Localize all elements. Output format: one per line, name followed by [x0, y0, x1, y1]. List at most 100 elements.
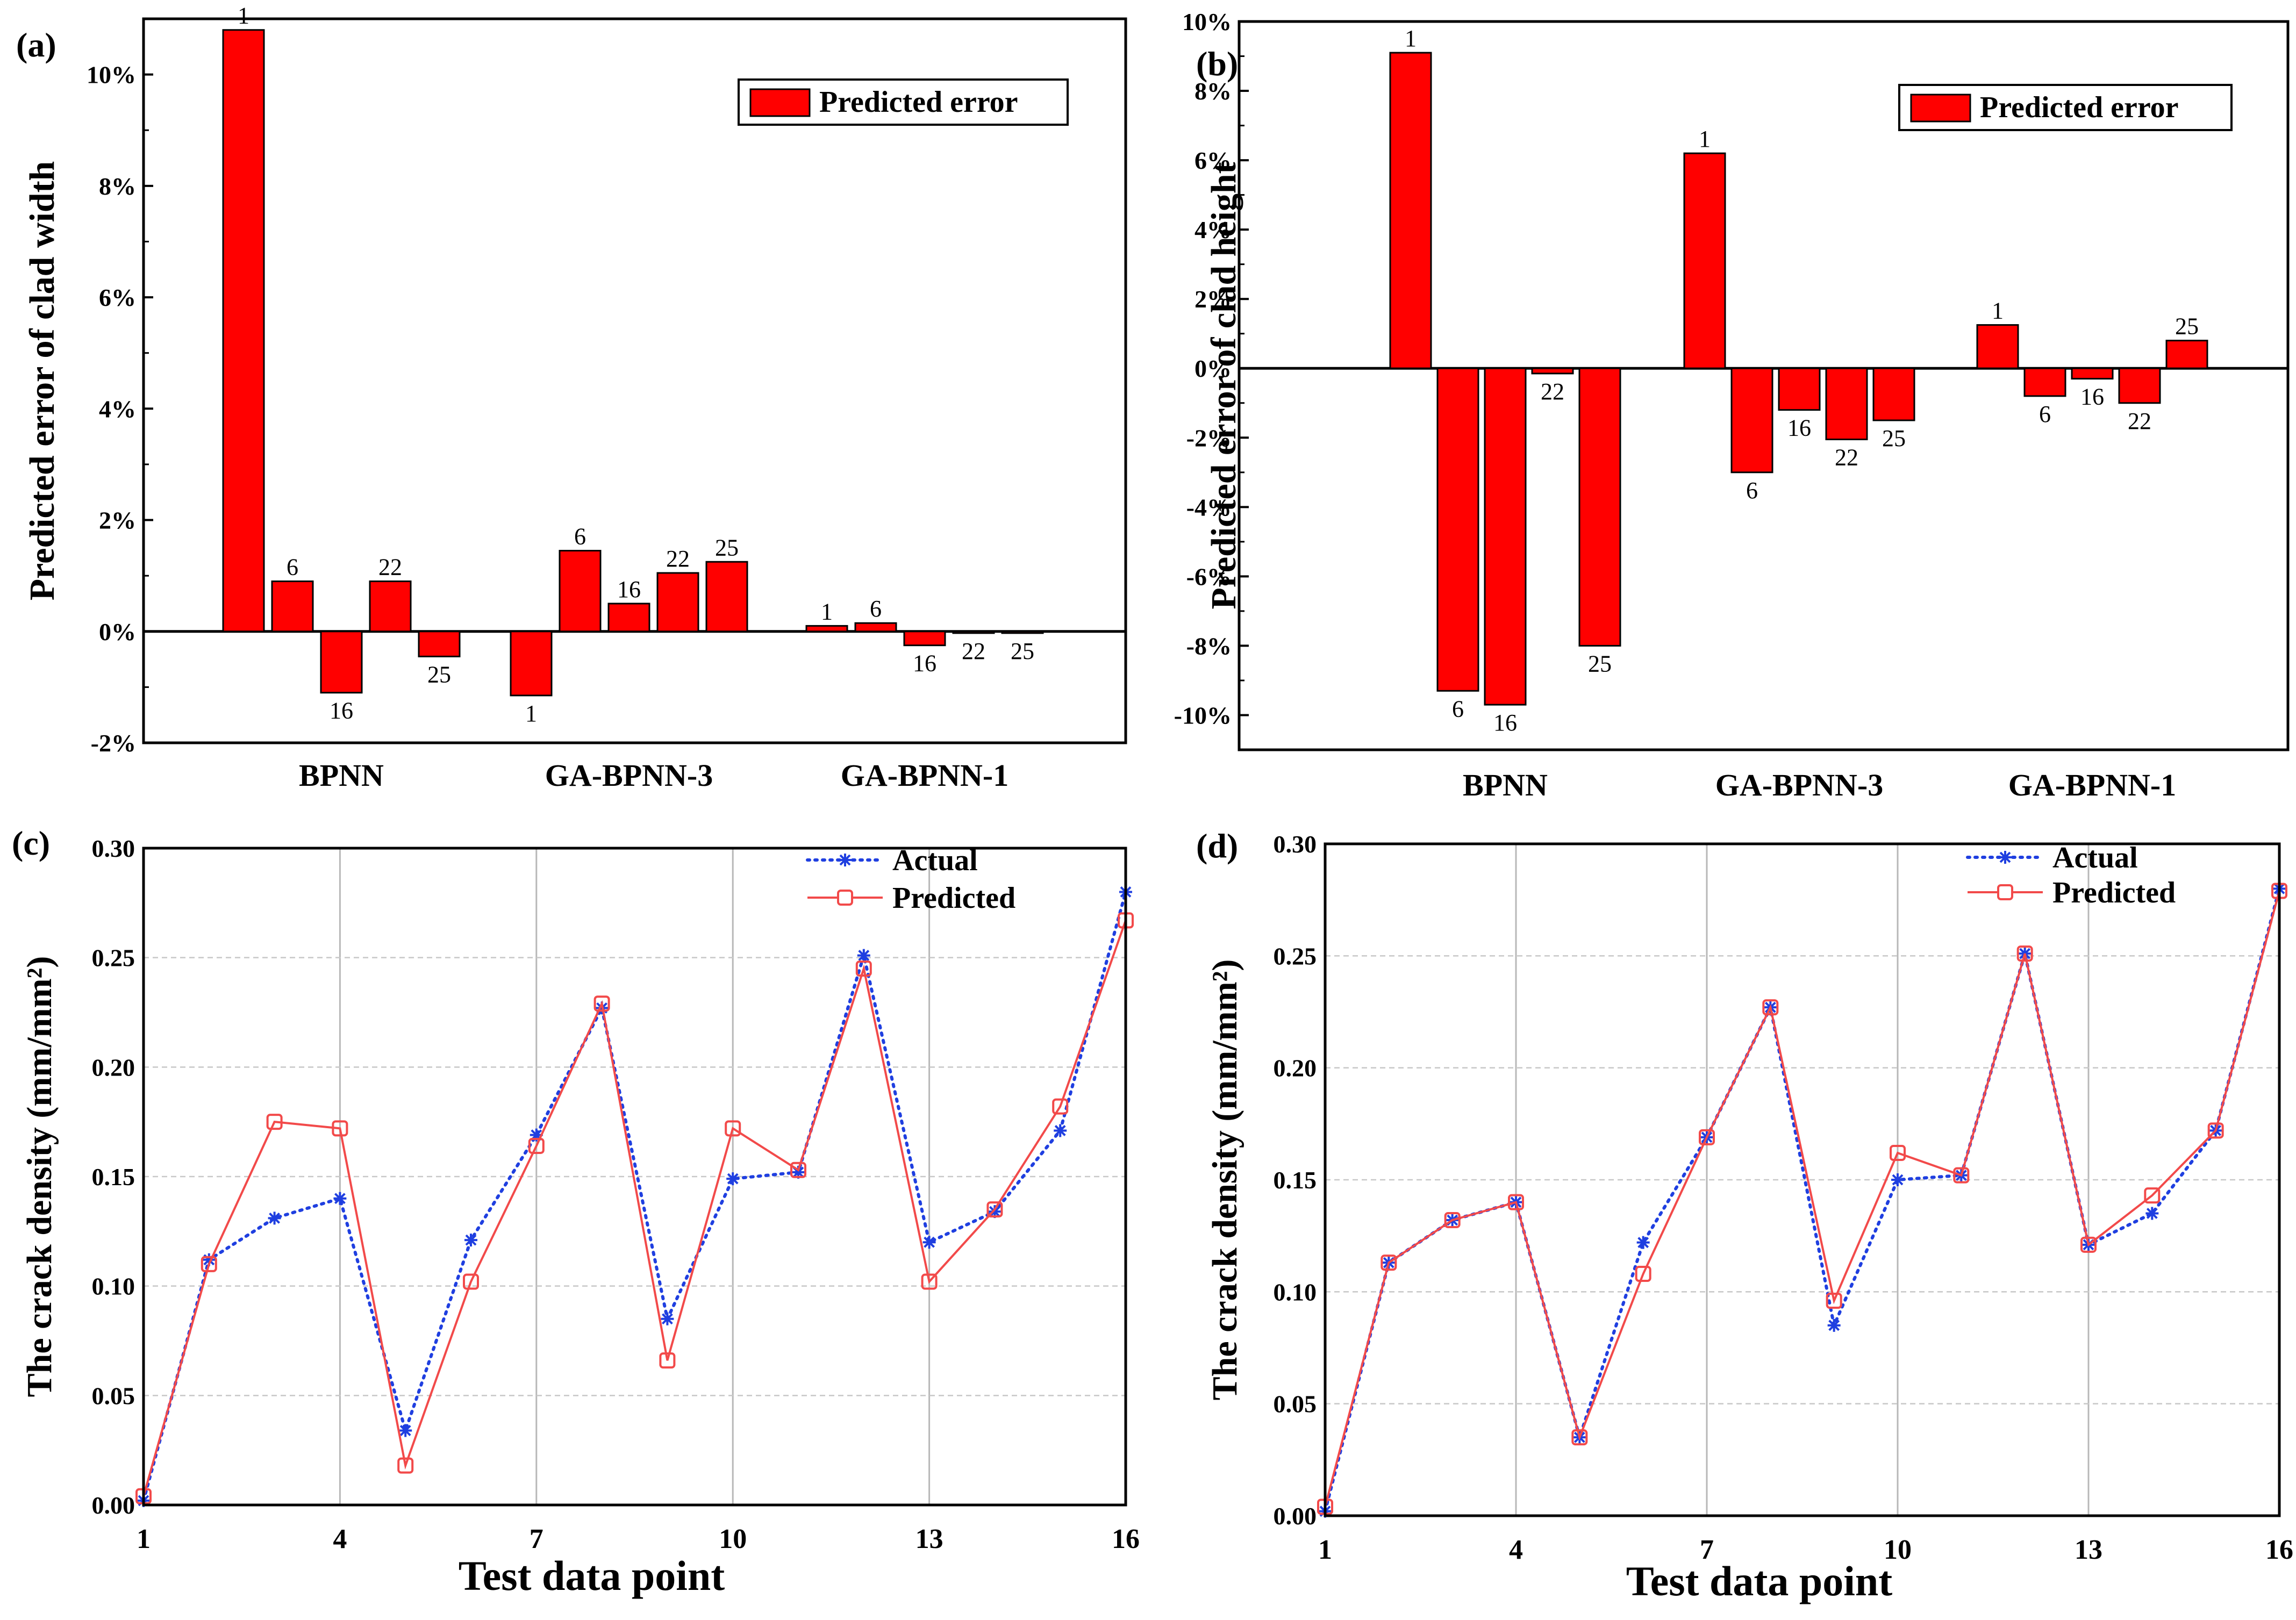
data-point-actual: [202, 1253, 216, 1266]
data-point-predicted: [528, 1137, 545, 1154]
bar-data-label: 22: [1835, 445, 1858, 471]
x-tick-label: 7: [1700, 1535, 1714, 1565]
panel-label: (a): [16, 26, 56, 64]
y-tick-label: 0.30: [1274, 830, 1317, 858]
data-point-actual: [2145, 1207, 2159, 1220]
x-tick-label: 4: [1509, 1535, 1523, 1565]
bar: [2071, 367, 2114, 380]
y-tick-label: 10%: [87, 61, 136, 89]
bar-data-label: 1: [821, 598, 833, 625]
bar-data-label: 22: [666, 546, 690, 572]
data-point-predicted: [2080, 1236, 2097, 1253]
data-point-predicted: [659, 1352, 676, 1369]
x-tick-label: 13: [2075, 1535, 2102, 1565]
legend-marker: [1997, 884, 2013, 900]
legend-label: Predicted: [892, 881, 1015, 915]
data-point-predicted: [1571, 1429, 1588, 1446]
bar: [1436, 367, 1479, 692]
x-tick-label: 1: [137, 1524, 151, 1554]
data-point-predicted: [332, 1120, 348, 1137]
bar: [1730, 367, 1773, 474]
data-point-predicted: [201, 1256, 217, 1272]
plot-frame: [142, 17, 1127, 744]
plot-frame: [1238, 20, 2290, 751]
y-tick-label: 6%: [99, 284, 136, 311]
y-tick-label: 0.25: [92, 944, 135, 972]
legend-label: Actual: [2052, 841, 2138, 874]
legend-label: Actual: [892, 844, 978, 877]
legend-label: Predicted error: [819, 85, 1018, 119]
legend-marker: [839, 854, 852, 866]
legend-swatch: [1910, 94, 1971, 123]
bar: [1976, 324, 2019, 369]
bar-data-label: 25: [715, 534, 739, 561]
bar: [952, 630, 995, 634]
data-point-predicted: [266, 1114, 283, 1130]
legend-marker: [1999, 851, 2012, 864]
data-point-predicted: [855, 960, 872, 977]
bar: [2023, 367, 2066, 397]
bar-data-label: 6: [2039, 401, 2051, 427]
y-tick-label: 10%: [1182, 8, 1232, 35]
legend-swatch: [749, 88, 811, 117]
plot-frame: [1324, 842, 2281, 1517]
bar: [1683, 152, 1726, 369]
y-tick-label: 0.10: [1274, 1278, 1317, 1306]
series-line-actual: [142, 890, 1127, 1502]
data-point-predicted: [725, 1120, 741, 1137]
category-label: GA-BPNN-1: [2008, 768, 2177, 802]
bar: [1578, 367, 1621, 647]
x-tick-label: 10: [1884, 1535, 1912, 1565]
bar-data-label: 16: [1493, 709, 1517, 736]
y-tick-label: 0.20: [1274, 1055, 1317, 1082]
category-label: GA-BPNN-1: [841, 758, 1009, 793]
y-tick-label: 2%: [1195, 285, 1232, 313]
data-point-actual: [530, 1128, 543, 1142]
data-point-predicted: [921, 1273, 938, 1290]
data-point-predicted: [1444, 1212, 1461, 1228]
legend-marker: [837, 890, 853, 906]
data-point-actual: [464, 1234, 477, 1247]
x-tick-label: 16: [1112, 1524, 1140, 1554]
bar-data-label: 6: [1452, 696, 1464, 722]
category-label: BPNN: [299, 758, 384, 793]
data-point-predicted: [1508, 1194, 1524, 1210]
bar-data-label: 1: [1699, 126, 1711, 152]
bar: [805, 625, 848, 633]
series-line-predicted: [1324, 890, 2280, 1507]
bar-data-label: 1: [525, 700, 537, 727]
plot-frame: [142, 847, 1127, 1507]
y-tick-label: 0.00: [1274, 1502, 1317, 1530]
y-tick-label: 0.15: [92, 1163, 135, 1191]
data-point-actual: [268, 1212, 281, 1225]
bar-data-label: 25: [427, 661, 451, 687]
panel-label: (d): [1196, 827, 1238, 865]
data-point-predicted: [1381, 1255, 1397, 1271]
bar-data-label: 25: [1588, 650, 1612, 677]
data-point-predicted: [463, 1273, 479, 1290]
bar-data-label: 22: [2128, 408, 2151, 434]
data-point-actual: [661, 1312, 674, 1325]
y-tick-label: 6%: [1195, 147, 1232, 174]
bar: [2118, 367, 2161, 404]
bar: [1872, 367, 1915, 421]
bar: [1778, 367, 1821, 411]
y-axis-title: Predicted error of clad height: [1204, 162, 1243, 609]
y-tick-label: 8%: [99, 173, 136, 200]
y-tick-label: 0%: [99, 618, 136, 646]
legend-label: Predicted: [2052, 876, 2176, 909]
bar: [903, 630, 946, 647]
y-tick-label: 4%: [1195, 216, 1232, 243]
y-tick-label: -2%: [91, 729, 136, 757]
x-tick-label: 7: [530, 1524, 543, 1554]
bar: [2165, 340, 2208, 369]
y-tick-label: -10%: [1174, 701, 1232, 729]
panel-c-line-chart: (c) 0.00 0.05 0.10 0.15 0.20 0.25 0.30 1 4 7 10 13 16…: [12, 824, 1140, 1599]
data-point-predicted: [1699, 1129, 1715, 1145]
bar-data-label: 1: [1992, 298, 2004, 324]
panel-d-line-chart: (d) 0.00 0.05 0.10 0.15 0.20 0.25 0.30 1 4 7 10 13 16…: [1196, 827, 2293, 1604]
bar-data-label: 6: [287, 554, 298, 580]
bar-data-label: 22: [962, 638, 985, 664]
y-tick-label: -4%: [1186, 493, 1232, 521]
